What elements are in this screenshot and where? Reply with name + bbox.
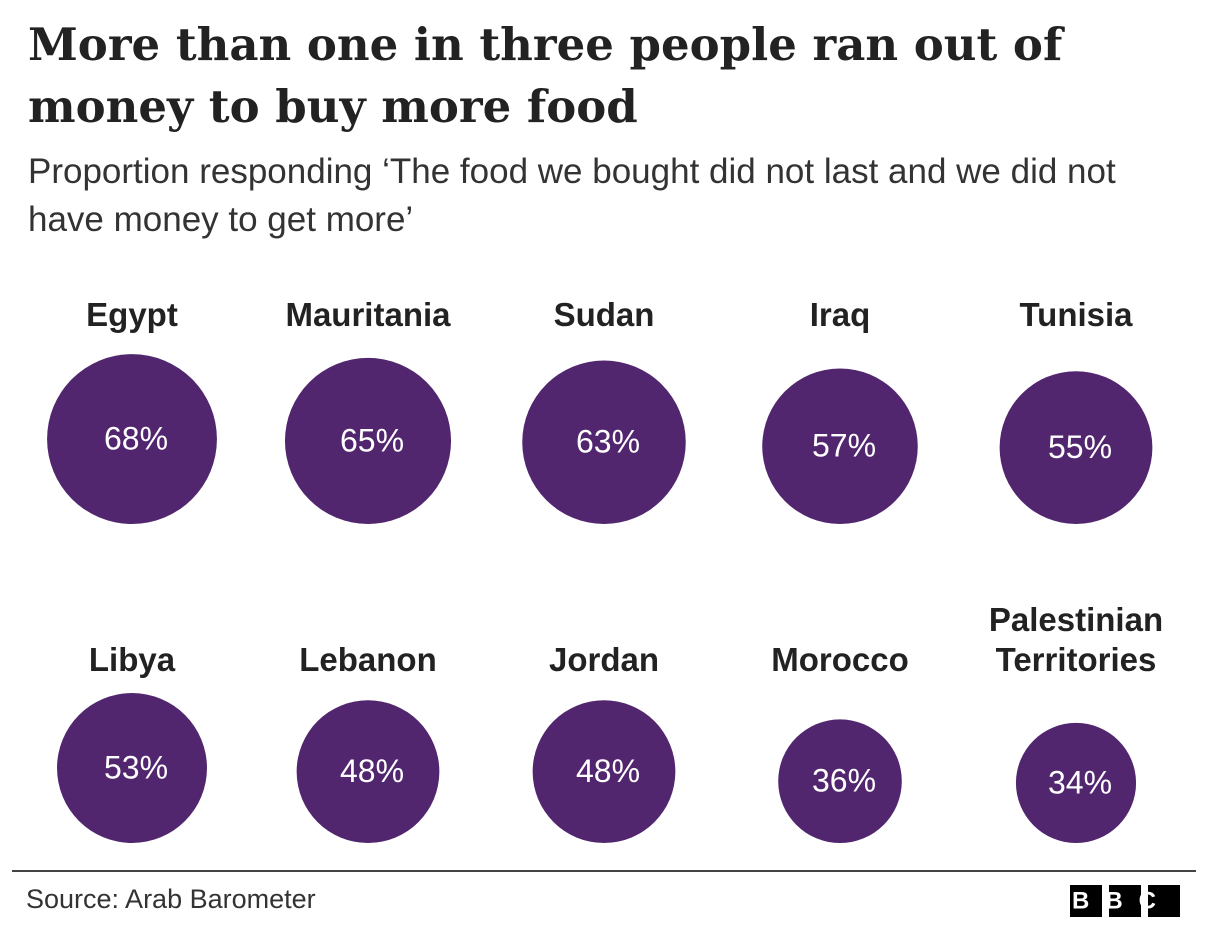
bubble	[57, 693, 207, 844]
chart-subtitle: Proportion responding ‘The food we bough…	[28, 152, 1116, 239]
bubble	[1015, 722, 1137, 844]
bubble	[532, 700, 676, 844]
chart-title: More than one in three people ran out of…	[28, 18, 1063, 133]
category-label: Jordan	[548, 641, 660, 678]
category-label: Egypt	[86, 296, 178, 333]
bubble	[522, 360, 686, 524]
category-label: Morocco	[771, 641, 909, 678]
logo: BBC	[1072, 887, 1178, 914]
value-label: 48%	[340, 753, 404, 789]
logo-box	[1148, 885, 1180, 917]
bubble	[999, 371, 1153, 524]
value-label: 48%	[576, 753, 640, 789]
category-label: Palestinian Territories	[988, 601, 1164, 678]
category-label: Lebanon	[299, 641, 437, 678]
value-label: 65%	[340, 422, 404, 458]
category-label: Libya	[88, 641, 176, 678]
category-label: Iraq	[809, 296, 871, 333]
value-label: 36%	[812, 763, 876, 799]
bubble	[284, 357, 452, 524]
logo-box	[1070, 885, 1102, 917]
value-label: 63%	[576, 424, 640, 460]
category-label: Tunisia	[1019, 296, 1133, 333]
value-label: 57%	[812, 428, 876, 464]
value-label: 34%	[1048, 764, 1112, 800]
bubble	[778, 719, 902, 843]
value-label: 68%	[104, 421, 168, 457]
source: Source: Arab Barometer	[26, 884, 316, 914]
bubble	[296, 700, 440, 844]
category-label: Mauritania	[285, 296, 451, 333]
logo-box	[1109, 885, 1141, 917]
category-label: Sudan	[553, 296, 655, 333]
value-label: 53%	[104, 749, 168, 785]
bubble	[47, 354, 217, 524]
value-label: 55%	[1048, 429, 1112, 465]
bubble	[762, 368, 918, 524]
